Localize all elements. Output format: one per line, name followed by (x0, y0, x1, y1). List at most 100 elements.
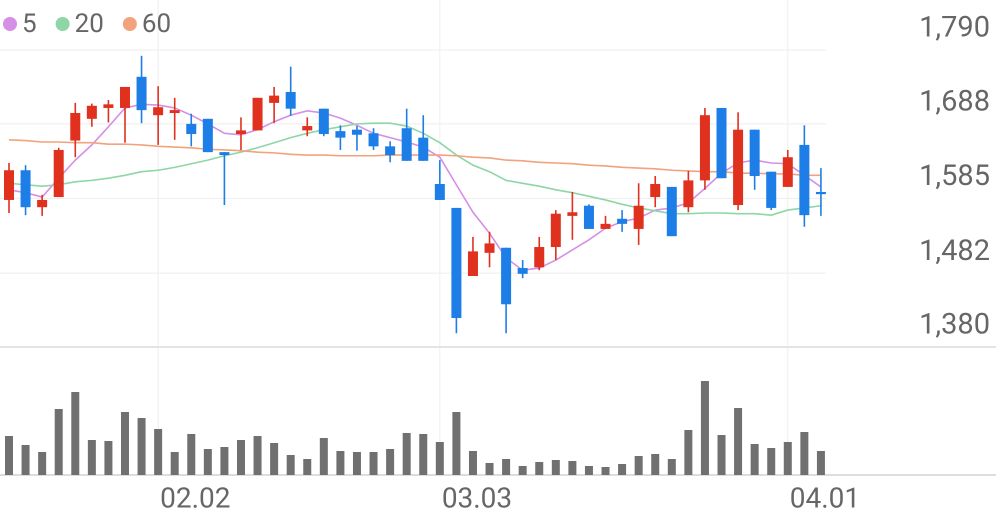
volume-bar (700, 381, 709, 475)
y-tick-label: 1,482 (919, 234, 990, 268)
candle-body (53, 149, 64, 198)
volume-bar (551, 460, 560, 475)
volume-bar (502, 459, 511, 475)
candle-body (650, 184, 661, 198)
volume-bar (352, 452, 361, 475)
candle-body (335, 131, 346, 138)
volume-bar (419, 434, 428, 475)
y-tick-label: 1,380 (919, 308, 990, 342)
candle-body (749, 129, 760, 177)
candle-body (434, 184, 445, 200)
volume-bar (319, 438, 328, 475)
candle-body (699, 115, 710, 181)
volume-bar (468, 451, 477, 475)
volume-bar (734, 408, 743, 475)
candle-body (716, 107, 727, 179)
candle-body (136, 76, 147, 111)
candle-body (235, 130, 246, 135)
volume-bar (170, 452, 179, 475)
volume-bar (717, 435, 726, 475)
volume-bar (87, 440, 96, 475)
candle-body (550, 213, 561, 248)
y-tick-label: 1,688 (919, 85, 990, 119)
candle-body (385, 146, 396, 156)
volume-bar (38, 452, 47, 475)
volume-bar (187, 434, 196, 475)
volume-bar (634, 456, 643, 475)
volume-bar (253, 436, 262, 475)
legend-marker (55, 17, 70, 31)
volume-bar (584, 466, 593, 475)
volume-bar (236, 440, 245, 475)
candle-body (169, 110, 180, 114)
candle-body (451, 207, 462, 319)
volume-bar (667, 459, 676, 475)
candle-body (186, 123, 197, 135)
candle-body (567, 212, 578, 216)
volume-bar (120, 412, 129, 475)
volume-bar (54, 409, 63, 475)
y-tick-label: 1,585 (919, 159, 990, 193)
candle-body (351, 129, 362, 135)
volume-bar (270, 443, 279, 475)
y-tick-label: 1,790 (919, 11, 990, 45)
volume-bar (783, 442, 792, 475)
candle-body (467, 251, 478, 277)
volume-bar (336, 451, 345, 475)
volume-bar (435, 442, 444, 475)
volume-bar (568, 461, 577, 475)
volume-bar (5, 436, 13, 475)
candle-body (70, 113, 81, 141)
x-tick-label: 03.03 (442, 481, 512, 514)
candle-body (4, 170, 14, 200)
candle-body (269, 95, 280, 103)
volume-bar (154, 429, 163, 475)
volume-bar (386, 449, 395, 475)
candle-body (37, 199, 48, 208)
volume-bar (203, 449, 212, 475)
ma-line (8, 139, 821, 177)
candle-body (617, 218, 628, 224)
volume-bar (286, 455, 295, 475)
volume-bar (303, 459, 312, 475)
volume-bar (485, 463, 494, 475)
candle-body (318, 108, 329, 135)
candle-body (219, 152, 230, 156)
candle-body (815, 191, 826, 195)
volume-bar (601, 467, 610, 475)
candle-body (501, 247, 512, 305)
candle-body (517, 268, 528, 274)
legend-marker (122, 17, 137, 31)
volume-bar (651, 454, 660, 475)
candle-body (418, 137, 429, 161)
candle-body (103, 104, 114, 108)
volume-bar (71, 392, 80, 475)
x-tick-label: 04.01 (790, 481, 860, 514)
candle-body (285, 92, 296, 109)
candle-body (600, 223, 611, 229)
candle-body (633, 205, 644, 229)
candle-body (153, 107, 164, 116)
volume-bar (750, 444, 759, 475)
volume-bar (137, 418, 146, 475)
candle-body (733, 129, 744, 206)
volume-bar (767, 448, 776, 475)
volume-bar (220, 447, 229, 475)
candle-body (20, 170, 31, 208)
candle-body (302, 126, 313, 131)
candle-body (683, 180, 694, 208)
volume-bar (452, 412, 461, 475)
volume-bar (402, 433, 411, 475)
legend-label: 5 (22, 9, 37, 39)
candle-body (782, 157, 793, 187)
candle-body (666, 186, 677, 237)
legend-marker (3, 17, 17, 31)
ma-line (8, 122, 822, 216)
candle-body (368, 133, 379, 147)
volume-bar (618, 464, 627, 475)
candle-body (534, 247, 545, 268)
volume-bar (535, 462, 544, 475)
candle-body (119, 86, 130, 108)
volume-bar (518, 466, 527, 475)
